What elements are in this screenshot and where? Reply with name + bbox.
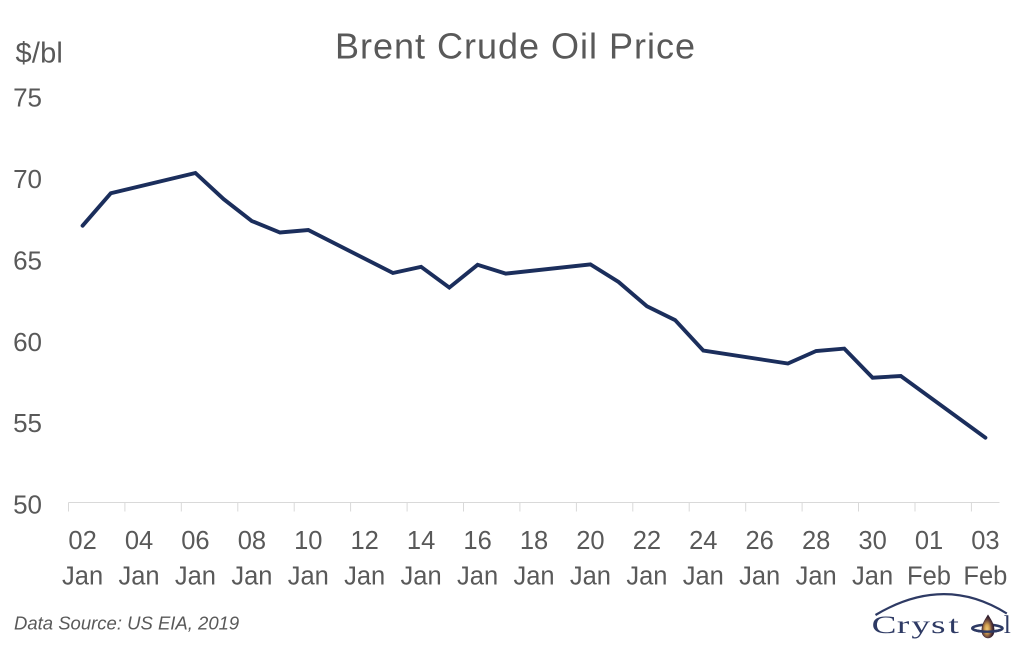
svg-text:60: 60 bbox=[13, 327, 42, 357]
svg-text:Feb: Feb bbox=[963, 563, 1007, 591]
svg-text:65: 65 bbox=[13, 245, 42, 275]
svg-text:Jan: Jan bbox=[401, 563, 442, 591]
svg-text:Jan: Jan bbox=[62, 563, 103, 591]
svg-text:30: 30 bbox=[858, 527, 886, 555]
svg-text:16: 16 bbox=[463, 527, 491, 555]
svg-text:50: 50 bbox=[13, 490, 42, 520]
svg-text:22: 22 bbox=[633, 527, 661, 555]
svg-text:l: l bbox=[1004, 610, 1011, 639]
svg-text:Jan: Jan bbox=[683, 563, 724, 591]
svg-text:70: 70 bbox=[13, 164, 42, 194]
svg-text:26: 26 bbox=[746, 527, 774, 555]
svg-text:Data Source: US EIA, 2019: Data Source: US EIA, 2019 bbox=[14, 613, 239, 634]
svg-text:Jan: Jan bbox=[796, 563, 837, 591]
svg-text:Jan: Jan bbox=[457, 563, 498, 591]
svg-text:Jan: Jan bbox=[175, 563, 216, 591]
svg-text:Jan: Jan bbox=[626, 563, 667, 591]
svg-text:03: 03 bbox=[971, 527, 999, 555]
svg-text:55: 55 bbox=[13, 408, 42, 438]
svg-text:04: 04 bbox=[125, 527, 153, 555]
svg-text:Cryst: Cryst bbox=[872, 610, 959, 639]
svg-text:14: 14 bbox=[407, 527, 435, 555]
svg-text:02: 02 bbox=[68, 527, 96, 555]
svg-text:12: 12 bbox=[351, 527, 379, 555]
svg-text:20: 20 bbox=[576, 527, 604, 555]
svg-text:Jan: Jan bbox=[231, 563, 272, 591]
svg-text:28: 28 bbox=[802, 527, 830, 555]
svg-text:06: 06 bbox=[181, 527, 209, 555]
svg-text:Feb: Feb bbox=[907, 563, 951, 591]
svg-text:10: 10 bbox=[294, 527, 322, 555]
svg-text:01: 01 bbox=[915, 527, 943, 555]
svg-text:Jan: Jan bbox=[570, 563, 611, 591]
svg-text:Jan: Jan bbox=[513, 563, 554, 591]
svg-text:08: 08 bbox=[238, 527, 266, 555]
svg-text:Jan: Jan bbox=[344, 563, 385, 591]
svg-text:Brent Crude Oil Price: Brent Crude Oil Price bbox=[335, 26, 696, 67]
svg-text:$/bl: $/bl bbox=[16, 38, 64, 70]
svg-text:Jan: Jan bbox=[118, 563, 159, 591]
svg-text:75: 75 bbox=[13, 83, 42, 113]
svg-text:24: 24 bbox=[689, 527, 717, 555]
svg-text:18: 18 bbox=[520, 527, 548, 555]
svg-text:Jan: Jan bbox=[288, 563, 329, 591]
svg-text:Jan: Jan bbox=[852, 563, 893, 591]
svg-text:Jan: Jan bbox=[739, 563, 780, 591]
